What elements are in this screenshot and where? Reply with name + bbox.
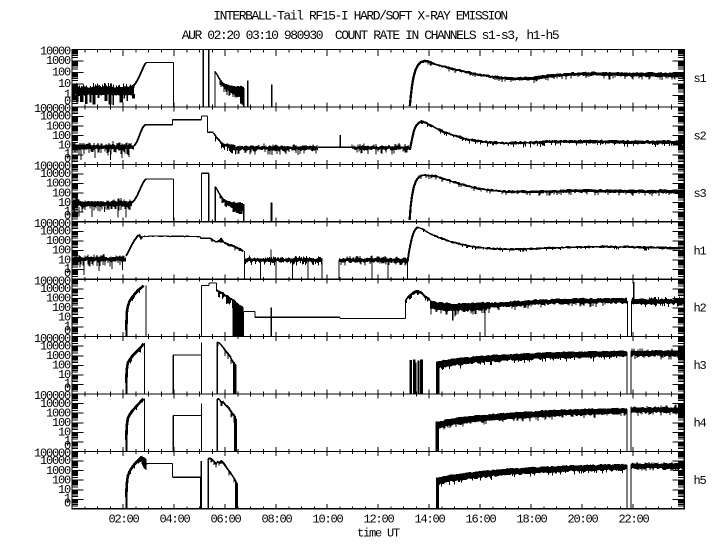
svg-text:100: 100 [52,186,71,200]
svg-text:0: 0 [64,324,71,338]
svg-text:100: 100 [52,359,71,373]
svg-text:10:00: 10:00 [312,512,343,526]
svg-text:100: 100 [52,416,71,430]
svg-text:1: 1 [64,88,71,102]
svg-text:1: 1 [64,204,71,218]
svg-text:16:00: 16:00 [465,512,496,526]
svg-text:1: 1 [64,147,71,161]
svg-text:s2: s2 [694,129,707,143]
svg-text:10000: 10000 [40,110,71,124]
svg-text:06:00: 06:00 [210,512,241,526]
svg-text:10000: 10000 [40,454,71,468]
svg-text:1: 1 [64,319,71,333]
svg-text:100000: 100000 [34,447,71,461]
svg-text:22:00: 22:00 [618,512,649,526]
svg-text:10000: 10000 [40,45,71,59]
svg-text:10000: 10000 [40,225,71,239]
svg-text:18:00: 18:00 [516,512,547,526]
svg-text:04:00: 04:00 [159,512,190,526]
svg-text:s1: s1 [694,72,707,86]
svg-text:0: 0 [64,267,71,281]
svg-text:h2: h2 [694,302,707,316]
svg-text:1: 1 [64,262,71,276]
svg-text:12:00: 12:00 [363,512,394,526]
svg-text:100: 100 [52,129,71,143]
svg-text:0: 0 [64,496,71,510]
svg-text:20:00: 20:00 [567,512,598,526]
svg-text:100000: 100000 [34,160,71,174]
svg-text:10: 10 [58,253,71,267]
svg-text:10: 10 [58,368,71,382]
svg-text:10000: 10000 [40,282,71,296]
svg-text:1000: 1000 [46,54,71,68]
svg-text:10000: 10000 [40,167,71,181]
svg-text:1000: 1000 [46,177,71,191]
svg-text:10: 10 [58,138,71,152]
svg-text:0: 0 [64,381,71,395]
svg-text:10: 10 [58,311,71,325]
svg-text:0: 0 [64,94,71,108]
svg-text:h1: h1 [694,244,707,258]
svg-text:10: 10 [58,483,71,497]
svg-text:100000: 100000 [34,332,71,346]
svg-text:14:00: 14:00 [414,512,445,526]
svg-text:100: 100 [52,301,71,315]
svg-text:0: 0 [64,152,71,166]
svg-text:100: 100 [52,473,71,487]
svg-text:100: 100 [52,244,71,258]
svg-text:1: 1 [64,377,71,391]
svg-text:1: 1 [64,492,71,506]
svg-text:100: 100 [52,66,71,80]
svg-text:100000: 100000 [34,274,71,288]
svg-text:08:00: 08:00 [261,512,292,526]
svg-text:1000: 1000 [46,119,71,133]
svg-text:INTERBALL-Tail RF15-I HARD/SOF: INTERBALL-Tail RF15-I HARD/SOFT X-RAY EM… [213,8,507,23]
svg-text:02:00: 02:00 [108,512,139,526]
svg-text:1000: 1000 [46,349,71,363]
svg-text:0: 0 [64,439,71,453]
svg-text:h5: h5 [694,474,707,488]
svg-text:100000: 100000 [34,389,71,403]
svg-text:h4: h4 [694,417,707,431]
svg-text:100000: 100000 [34,102,71,116]
svg-text:1000: 1000 [46,464,71,478]
svg-text:s3: s3 [694,187,707,201]
svg-text:AUR 02:20 03:10 980930 COUNT: AUR 02:20 03:10 980930 COUNT RATE IN CHA… [182,28,559,43]
svg-text:0: 0 [64,209,71,223]
svg-text:10: 10 [58,77,71,91]
svg-text:10: 10 [58,426,71,440]
svg-text:time UT: time UT [357,526,400,540]
svg-text:h3: h3 [694,359,707,373]
svg-text:100000: 100000 [34,217,71,231]
svg-text:1000: 1000 [46,292,71,306]
svg-text:10000: 10000 [40,397,71,411]
svg-text:10000: 10000 [40,339,71,353]
svg-text:1000: 1000 [46,234,71,248]
svg-text:1: 1 [64,434,71,448]
svg-text:1000: 1000 [46,406,71,420]
svg-text:10: 10 [58,196,71,210]
